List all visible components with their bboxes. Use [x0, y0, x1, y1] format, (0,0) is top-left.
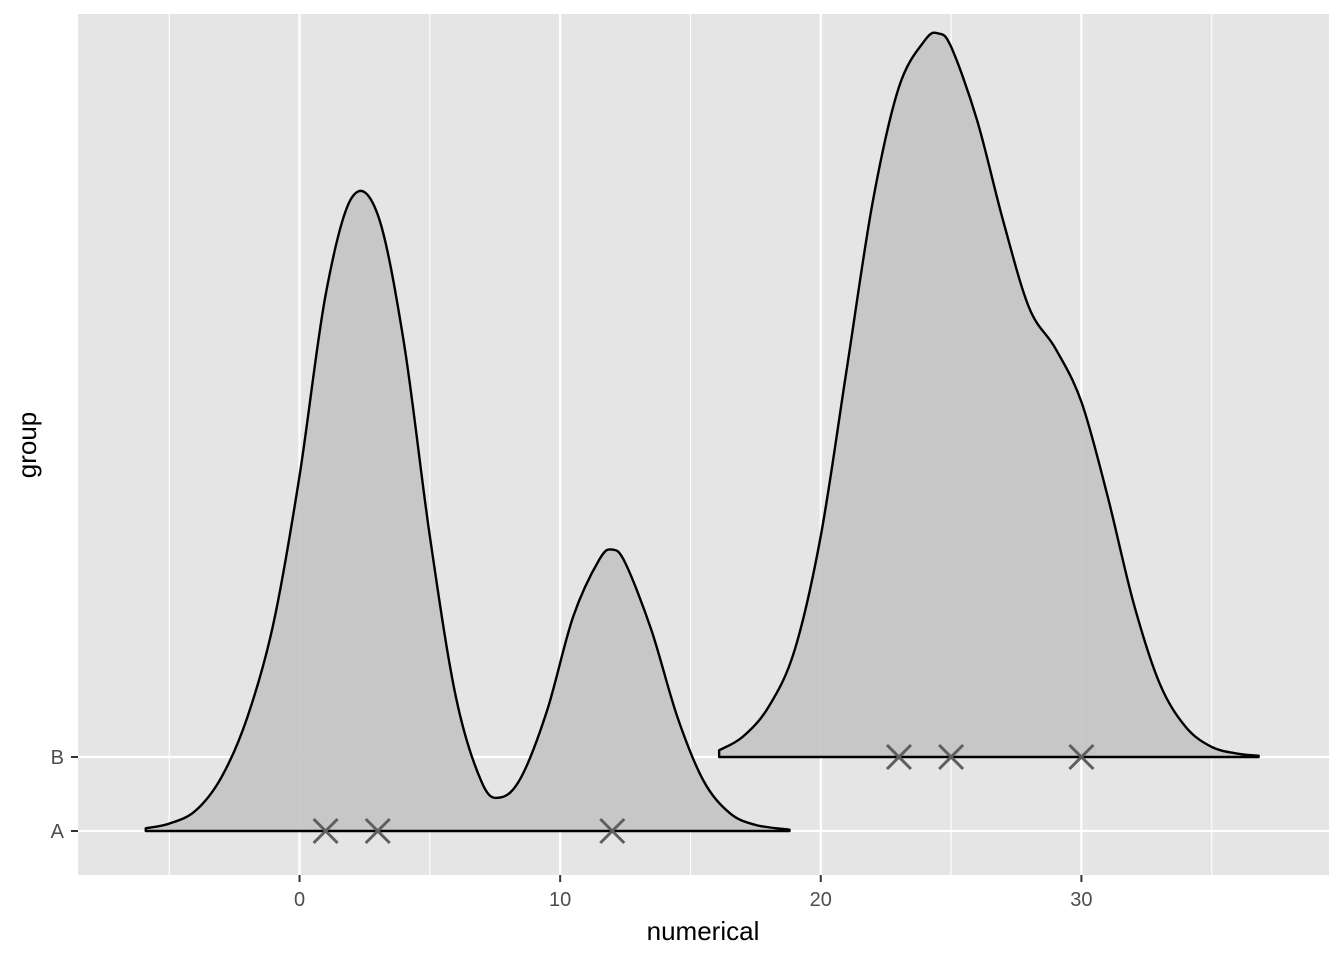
x-tick-label: 10 [549, 889, 571, 911]
data-points [312, 743, 1095, 845]
x-axis: 0 10 20 30 [294, 875, 1093, 911]
point-marker-a [599, 817, 626, 845]
y-axis-title: group [12, 412, 42, 479]
point-marker-b [885, 743, 913, 771]
y-tick-label: B [51, 747, 64, 769]
y-tick-label: A [51, 821, 65, 843]
y-axis: AB [51, 747, 78, 843]
point-marker-a [312, 817, 339, 845]
point-marker-b [1068, 743, 1095, 771]
x-tick-label: 0 [294, 889, 305, 911]
point-marker-a [364, 817, 391, 845]
density-ridge-b [717, 31, 1260, 759]
x-tick-label: 30 [1070, 889, 1092, 911]
x-tick-label: 20 [810, 889, 832, 911]
point-marker-stroke [1068, 743, 1095, 771]
density-ridges [144, 31, 1260, 833]
density-ridge-a [144, 189, 791, 833]
x-axis-title: numerical [647, 916, 760, 946]
point-marker-b [938, 743, 965, 771]
point-marker-stroke [312, 817, 339, 845]
point-marker-stroke [938, 743, 965, 771]
point-marker-stroke [599, 817, 626, 845]
point-marker-stroke [364, 817, 391, 845]
point-marker-stroke [885, 743, 913, 771]
